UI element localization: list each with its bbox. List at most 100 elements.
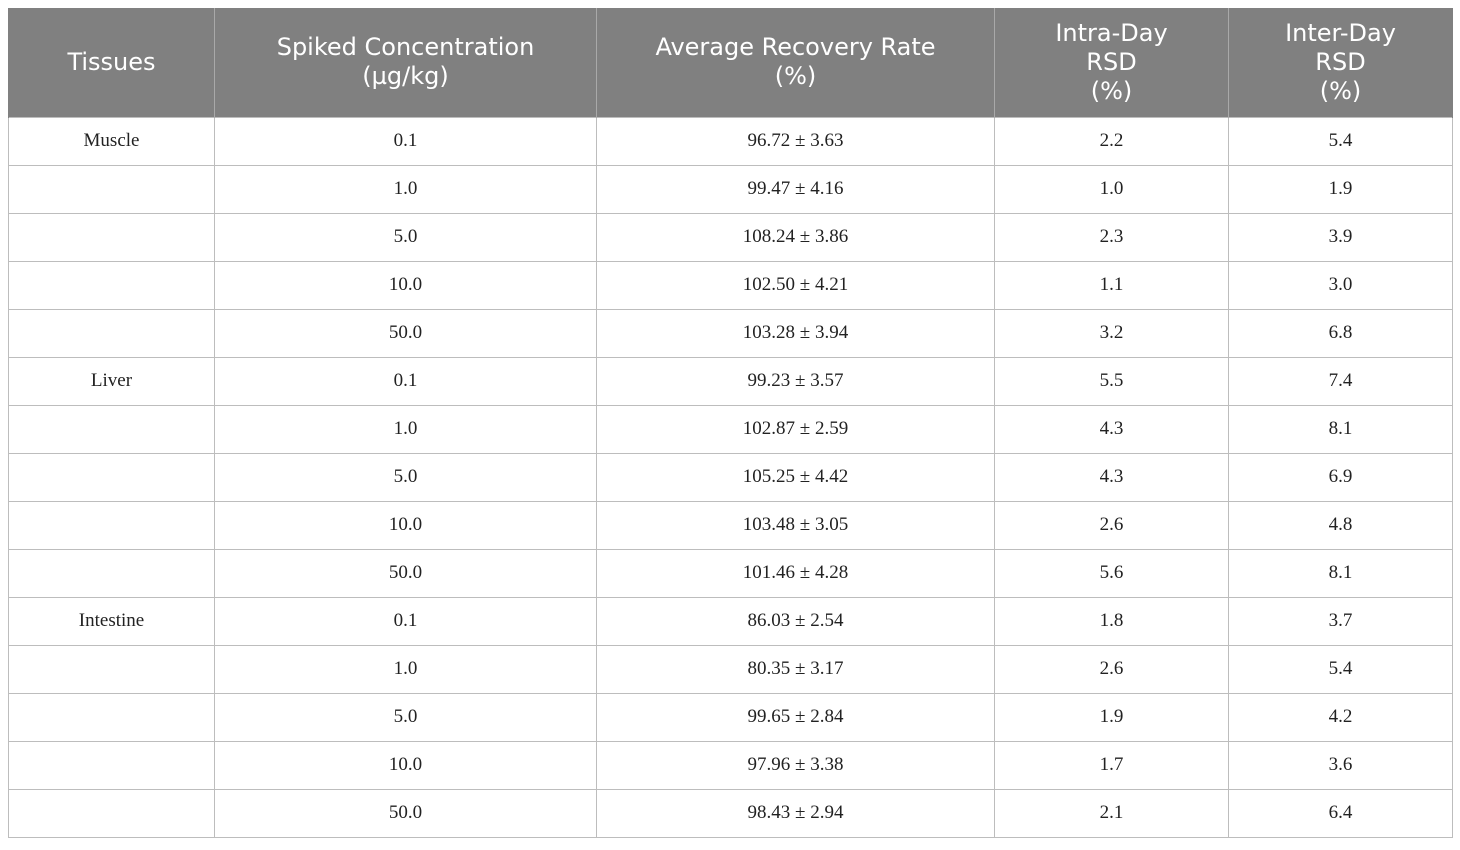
header-line: (%) bbox=[1319, 76, 1362, 105]
header-inter-day-rsd: Inter-Day RSD (%) bbox=[1228, 8, 1453, 117]
recovery-rate-cell: 102.87 ± 2.59 bbox=[596, 404, 995, 454]
intra-day-rsd-cell: 5.6 bbox=[994, 548, 1229, 598]
header-line: RSD bbox=[1086, 47, 1137, 76]
table-row: 50.0 101.46 ± 4.28 5.6 8.1 bbox=[8, 548, 1453, 598]
tissue-cell bbox=[8, 548, 215, 598]
intra-day-rsd-cell: 4.3 bbox=[994, 452, 1229, 502]
inter-day-rsd-cell: 6.9 bbox=[1228, 452, 1453, 502]
spiked-concentration-cell: 50.0 bbox=[214, 308, 597, 358]
recovery-rate-cell: 99.65 ± 2.84 bbox=[596, 692, 995, 742]
inter-day-rsd-cell: 3.6 bbox=[1228, 740, 1453, 790]
spiked-concentration-cell: 5.0 bbox=[214, 452, 597, 502]
table-row: Muscle 0.1 96.72 ± 3.63 2.2 5.4 bbox=[8, 116, 1453, 166]
recovery-rate-cell: 108.24 ± 3.86 bbox=[596, 212, 995, 262]
table-row: 10.0 103.48 ± 3.05 2.6 4.8 bbox=[8, 500, 1453, 550]
table-row: Intestine 0.1 86.03 ± 2.54 1.8 3.7 bbox=[8, 596, 1453, 646]
intra-day-rsd-cell: 2.2 bbox=[994, 116, 1229, 166]
inter-day-rsd-cell: 8.1 bbox=[1228, 548, 1453, 598]
header-average-recovery-rate: Average Recovery Rate (%) bbox=[596, 8, 995, 117]
inter-day-rsd-cell: 4.8 bbox=[1228, 500, 1453, 550]
recovery-table: Tissues Spiked Concentration (µg/kg) Averag… bbox=[8, 8, 1453, 838]
intra-day-rsd-cell: 2.1 bbox=[994, 788, 1229, 838]
tissue-cell bbox=[8, 404, 215, 454]
recovery-rate-cell: 105.25 ± 4.42 bbox=[596, 452, 995, 502]
recovery-rate-cell: 103.48 ± 3.05 bbox=[596, 500, 995, 550]
tissue-cell bbox=[8, 740, 215, 790]
tissue-cell bbox=[8, 788, 215, 838]
header-line: (%) bbox=[774, 62, 817, 91]
recovery-rate-cell: 103.28 ± 3.94 bbox=[596, 308, 995, 358]
header-line: Average Recovery Rate bbox=[655, 33, 936, 62]
header-line: Spiked Concentration bbox=[276, 33, 535, 62]
inter-day-rsd-cell: 5.4 bbox=[1228, 644, 1453, 694]
table-row: 5.0 99.65 ± 2.84 1.9 4.2 bbox=[8, 692, 1453, 742]
intra-day-rsd-cell: 2.6 bbox=[994, 644, 1229, 694]
table-row: Liver 0.1 99.23 ± 3.57 5.5 7.4 bbox=[8, 356, 1453, 406]
tissue-cell: Intestine bbox=[8, 596, 215, 646]
inter-day-rsd-cell: 1.9 bbox=[1228, 164, 1453, 214]
header-tissues: Tissues bbox=[8, 8, 215, 117]
tissue-cell bbox=[8, 308, 215, 358]
header-spiked-concentration: Spiked Concentration (µg/kg) bbox=[214, 8, 597, 117]
inter-day-rsd-cell: 3.9 bbox=[1228, 212, 1453, 262]
spiked-concentration-cell: 50.0 bbox=[214, 548, 597, 598]
tissue-cell bbox=[8, 644, 215, 694]
inter-day-rsd-cell: 3.7 bbox=[1228, 596, 1453, 646]
table-row: 10.0 102.50 ± 4.21 1.1 3.0 bbox=[8, 260, 1453, 310]
recovery-rate-cell: 98.43 ± 2.94 bbox=[596, 788, 995, 838]
recovery-table-container: Tissues Spiked Concentration (µg/kg) Averag… bbox=[8, 8, 1453, 838]
inter-day-rsd-cell: 3.0 bbox=[1228, 260, 1453, 310]
header-line: Intra-Day bbox=[1055, 18, 1168, 47]
intra-day-rsd-cell: 1.0 bbox=[994, 164, 1229, 214]
spiked-concentration-cell: 1.0 bbox=[214, 164, 597, 214]
table-row: 10.0 97.96 ± 3.38 1.7 3.6 bbox=[8, 740, 1453, 790]
spiked-concentration-cell: 5.0 bbox=[214, 212, 597, 262]
table-row: 1.0 80.35 ± 3.17 2.6 5.4 bbox=[8, 644, 1453, 694]
intra-day-rsd-cell: 4.3 bbox=[994, 404, 1229, 454]
table-row: 50.0 103.28 ± 3.94 3.2 6.8 bbox=[8, 308, 1453, 358]
spiked-concentration-cell: 10.0 bbox=[214, 260, 597, 310]
tissue-cell bbox=[8, 692, 215, 742]
recovery-rate-cell: 99.23 ± 3.57 bbox=[596, 356, 995, 406]
header-line: (µg/kg) bbox=[362, 62, 449, 91]
recovery-rate-cell: 97.96 ± 3.38 bbox=[596, 740, 995, 790]
table-row: 50.0 98.43 ± 2.94 2.1 6.4 bbox=[8, 788, 1453, 838]
inter-day-rsd-cell: 5.4 bbox=[1228, 116, 1453, 166]
spiked-concentration-cell: 0.1 bbox=[214, 596, 597, 646]
inter-day-rsd-cell: 4.2 bbox=[1228, 692, 1453, 742]
header-line: RSD bbox=[1315, 47, 1366, 76]
intra-day-rsd-cell: 1.1 bbox=[994, 260, 1229, 310]
tissue-cell: Liver bbox=[8, 356, 215, 406]
tissue-cell bbox=[8, 452, 215, 502]
inter-day-rsd-cell: 8.1 bbox=[1228, 404, 1453, 454]
recovery-rate-cell: 86.03 ± 2.54 bbox=[596, 596, 995, 646]
intra-day-rsd-cell: 3.2 bbox=[994, 308, 1229, 358]
tissue-cell bbox=[8, 260, 215, 310]
intra-day-rsd-cell: 1.8 bbox=[994, 596, 1229, 646]
table-body: Muscle 0.1 96.72 ± 3.63 2.2 5.4 1.0 99.47 ± 4.… bbox=[8, 116, 1453, 838]
header-intra-day-rsd: Intra-Day RSD (%) bbox=[994, 8, 1229, 117]
tissue-cell bbox=[8, 212, 215, 262]
spiked-concentration-cell: 1.0 bbox=[214, 404, 597, 454]
header-line: Tissues bbox=[67, 47, 156, 76]
recovery-rate-cell: 101.46 ± 4.28 bbox=[596, 548, 995, 598]
spiked-concentration-cell: 0.1 bbox=[214, 116, 597, 166]
header-row: Tissues Spiked Concentration (µg/kg) Averag… bbox=[8, 8, 1453, 117]
intra-day-rsd-cell: 2.6 bbox=[994, 500, 1229, 550]
tissue-cell bbox=[8, 500, 215, 550]
intra-day-rsd-cell: 5.5 bbox=[994, 356, 1229, 406]
inter-day-rsd-cell: 7.4 bbox=[1228, 356, 1453, 406]
spiked-concentration-cell: 10.0 bbox=[214, 740, 597, 790]
tissue-cell bbox=[8, 164, 215, 214]
table-row: 5.0 105.25 ± 4.42 4.3 6.9 bbox=[8, 452, 1453, 502]
table-row: 5.0 108.24 ± 3.86 2.3 3.9 bbox=[8, 212, 1453, 262]
recovery-rate-cell: 96.72 ± 3.63 bbox=[596, 116, 995, 166]
header-line: Inter-Day bbox=[1285, 18, 1396, 47]
table-row: 1.0 102.87 ± 2.59 4.3 8.1 bbox=[8, 404, 1453, 454]
inter-day-rsd-cell: 6.8 bbox=[1228, 308, 1453, 358]
table-header: Tissues Spiked Concentration (µg/kg) Averag… bbox=[8, 8, 1453, 117]
intra-day-rsd-cell: 2.3 bbox=[994, 212, 1229, 262]
inter-day-rsd-cell: 6.4 bbox=[1228, 788, 1453, 838]
spiked-concentration-cell: 50.0 bbox=[214, 788, 597, 838]
header-line: (%) bbox=[1090, 76, 1133, 105]
